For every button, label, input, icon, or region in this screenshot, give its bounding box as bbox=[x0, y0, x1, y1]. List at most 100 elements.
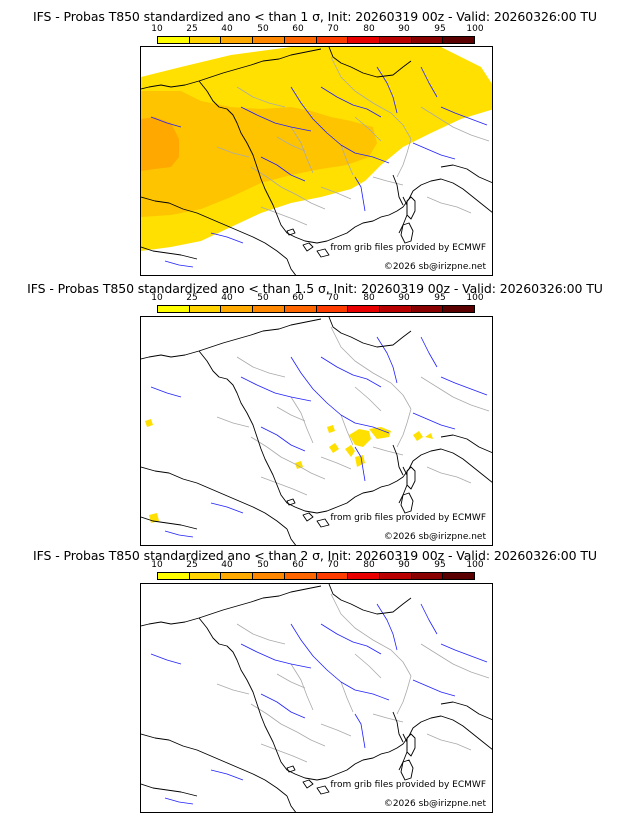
coastline bbox=[286, 528, 297, 545]
island-outline bbox=[286, 765, 296, 773]
river-line bbox=[420, 336, 438, 368]
region-border bbox=[420, 643, 490, 679]
island-outline bbox=[400, 492, 414, 514]
scale-tick-label: 10 bbox=[151, 293, 163, 303]
river-line bbox=[376, 603, 398, 651]
scale-color-cell bbox=[443, 573, 475, 579]
copyright-credit: ©2026 sb@irizpne.net bbox=[383, 532, 486, 542]
coastline bbox=[388, 178, 492, 216]
river-line bbox=[260, 693, 306, 719]
region-border bbox=[236, 356, 286, 378]
probability-spot bbox=[145, 419, 153, 427]
scale-color-cell bbox=[379, 306, 412, 312]
scale-color-cell bbox=[316, 306, 349, 312]
probability-area bbox=[141, 117, 179, 171]
region-border bbox=[216, 416, 250, 428]
river-line bbox=[260, 156, 306, 182]
coastline bbox=[388, 448, 492, 486]
scale-tick-label: 95 bbox=[434, 24, 446, 34]
scale-color-cell bbox=[284, 573, 317, 579]
island-outline bbox=[400, 759, 414, 781]
region-border bbox=[276, 673, 306, 689]
coastline bbox=[141, 246, 198, 260]
map-panel-1: IFS - Probas T850 standardized ano < tha… bbox=[0, 0, 630, 276]
scale-color-cell bbox=[221, 306, 254, 312]
scale-color-cell bbox=[348, 573, 380, 579]
panel-title: IFS - Probas T850 standardized ano < tha… bbox=[33, 548, 597, 563]
river-line bbox=[210, 502, 244, 514]
source-credit: from grib files provided by ECMWF bbox=[330, 513, 486, 523]
scale-color-cell bbox=[221, 573, 254, 579]
region-border bbox=[330, 593, 412, 677]
island-outline bbox=[286, 228, 296, 236]
river-line bbox=[240, 106, 312, 132]
scale-tick-label: 25 bbox=[186, 24, 198, 34]
region-border bbox=[420, 376, 490, 412]
probability-spot bbox=[369, 427, 391, 439]
coastline bbox=[328, 317, 412, 348]
island-outline bbox=[316, 785, 330, 795]
probability-spot bbox=[355, 455, 365, 467]
region-border bbox=[396, 138, 412, 178]
probability-color-scale: 10 25 40 50 60 70 80 90 95 100 bbox=[151, 293, 484, 319]
coastline bbox=[316, 484, 390, 514]
river-line bbox=[164, 260, 194, 268]
source-credit: from grib files provided by ECMWF bbox=[330, 780, 486, 790]
river-line bbox=[164, 797, 194, 805]
island-outline bbox=[400, 222, 414, 244]
scale-tick-label: 95 bbox=[434, 560, 446, 570]
region-border bbox=[236, 86, 286, 108]
river-line bbox=[210, 232, 244, 244]
coastline bbox=[316, 214, 390, 244]
river-line bbox=[150, 386, 182, 398]
scale-tick-label: 70 bbox=[327, 24, 339, 34]
region-border bbox=[250, 166, 326, 210]
river-line bbox=[164, 530, 194, 538]
river-line bbox=[210, 769, 244, 781]
scale-tick-labels: 10 25 40 50 60 70 80 90 95 100 bbox=[151, 24, 483, 35]
river-line bbox=[420, 66, 438, 98]
scale-bar bbox=[157, 572, 475, 580]
river-line bbox=[340, 681, 390, 701]
scale-color-cell bbox=[316, 573, 349, 579]
scale-tick-label: 40 bbox=[221, 24, 233, 34]
probability-spot bbox=[349, 429, 371, 447]
island-outline bbox=[316, 248, 330, 258]
map-frame: from grib files provided by ECMWF ©2026 … bbox=[140, 316, 493, 546]
coastline bbox=[440, 701, 492, 721]
scale-tick-label: 70 bbox=[327, 293, 339, 303]
scale-color-cell bbox=[158, 37, 190, 43]
scale-color-cell bbox=[411, 573, 444, 579]
coastline bbox=[198, 617, 318, 781]
map-frame: from grib files provided by ECMWF ©2026 … bbox=[140, 583, 493, 813]
river-line bbox=[420, 603, 438, 635]
region-border bbox=[426, 733, 472, 751]
coastline bbox=[286, 258, 297, 275]
region-border bbox=[276, 406, 306, 422]
river-line bbox=[260, 426, 306, 452]
river-line bbox=[412, 412, 456, 430]
coastline bbox=[141, 196, 288, 260]
region-border bbox=[260, 743, 308, 763]
panel-title: IFS - Probas T850 standardized ano < tha… bbox=[33, 9, 597, 24]
scale-color-cell bbox=[443, 37, 475, 43]
scale-color-cell bbox=[379, 37, 412, 43]
coastline bbox=[198, 350, 318, 514]
coastline bbox=[198, 80, 318, 244]
scale-color-cell bbox=[411, 37, 444, 43]
scale-color-cell bbox=[348, 306, 380, 312]
coastline bbox=[141, 733, 288, 797]
river-line bbox=[354, 713, 366, 749]
scale-tick-label: 90 bbox=[398, 560, 410, 570]
coastline bbox=[398, 733, 408, 771]
scale-color-cell bbox=[158, 306, 190, 312]
map-canvas bbox=[141, 317, 492, 545]
island-outline bbox=[286, 498, 296, 506]
region-border bbox=[354, 386, 382, 412]
scale-color-cell bbox=[379, 573, 412, 579]
scale-tick-label: 25 bbox=[186, 560, 198, 570]
coastline bbox=[141, 783, 198, 797]
region-border bbox=[250, 436, 326, 480]
scale-tick-label: 95 bbox=[434, 293, 446, 303]
scale-tick-label: 60 bbox=[292, 24, 304, 34]
